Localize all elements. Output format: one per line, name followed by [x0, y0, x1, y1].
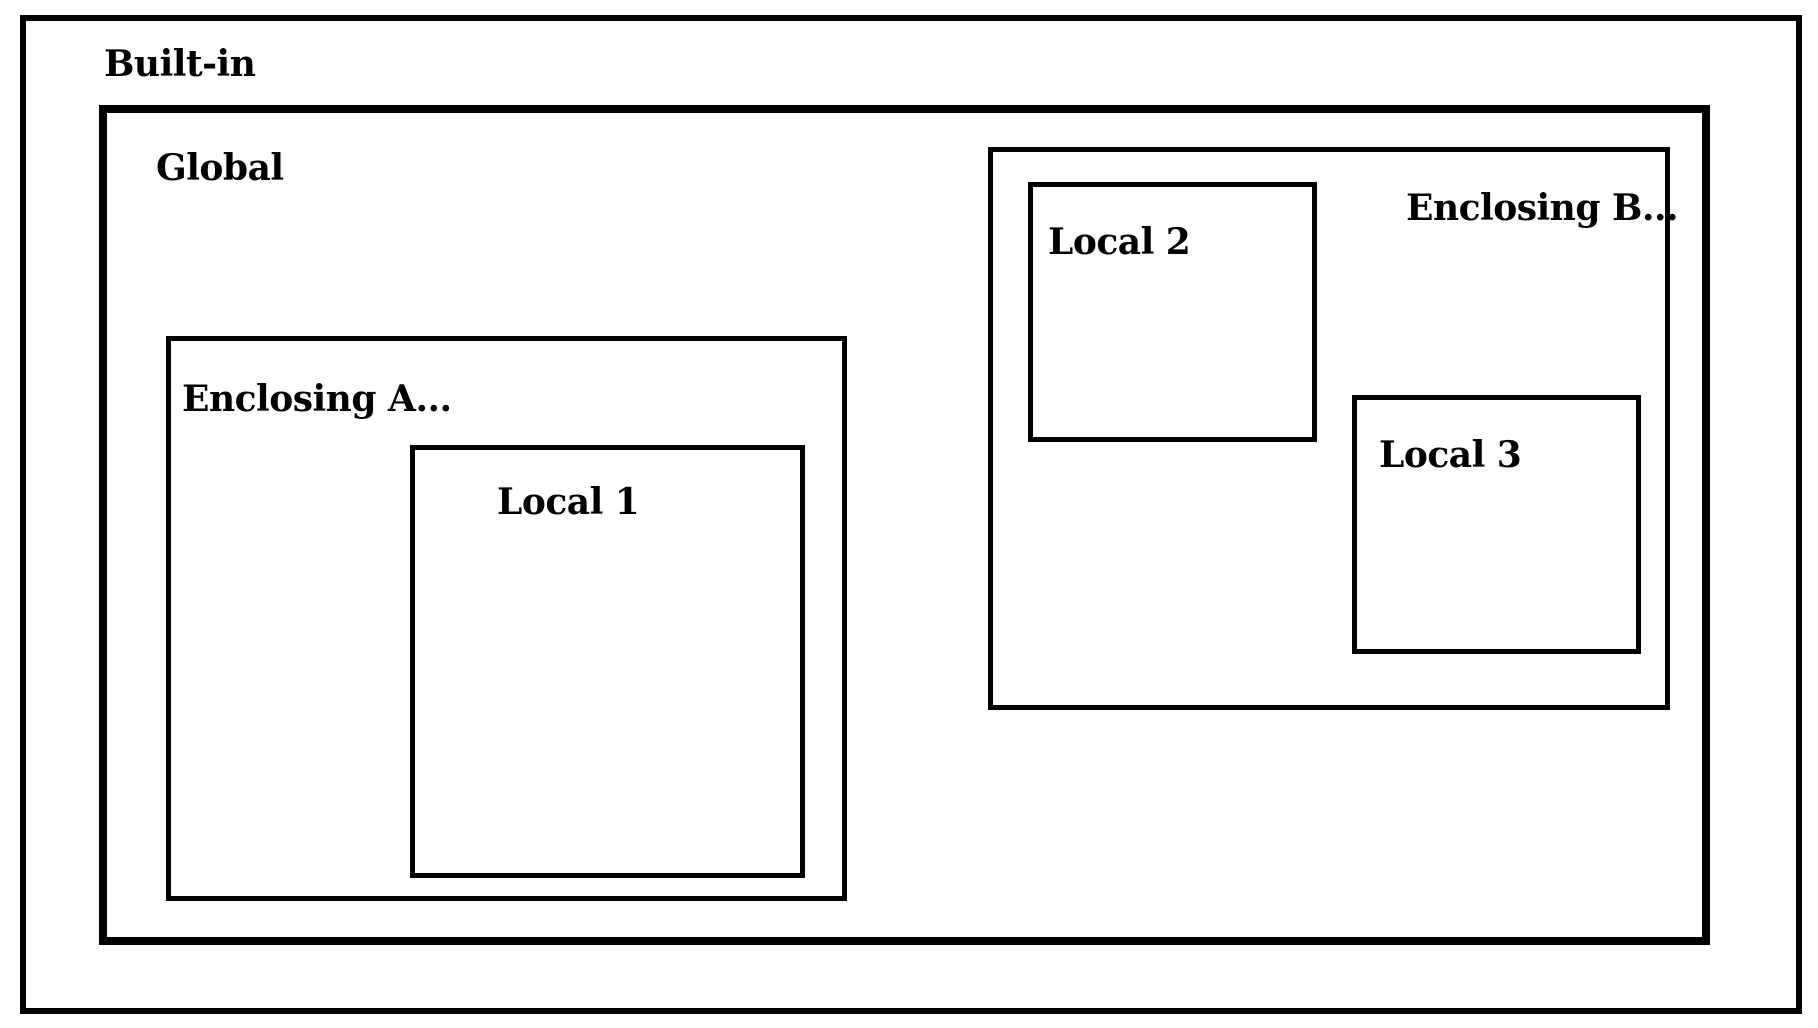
- local-1-scope-label: Local 1: [497, 481, 640, 523]
- enclosing-b-scope-label: Enclosing B...: [1406, 187, 1679, 229]
- builtin-scope-box: [20, 15, 1802, 1014]
- local-2-scope-box: [1028, 182, 1317, 442]
- enclosing-a-scope-label: Enclosing A...: [182, 378, 452, 420]
- local-3-scope-box: [1352, 395, 1641, 654]
- local-1-scope-box: [410, 445, 805, 878]
- enclosing-b-scope-box: [988, 147, 1670, 710]
- local-2-scope-label: Local 2: [1048, 221, 1191, 263]
- global-scope-label: Global: [156, 147, 284, 189]
- local-3-scope-label: Local 3: [1379, 434, 1522, 476]
- global-scope-box: [99, 105, 1710, 945]
- enclosing-a-scope-box: [166, 336, 847, 901]
- builtin-scope-label: Built-in: [104, 43, 256, 85]
